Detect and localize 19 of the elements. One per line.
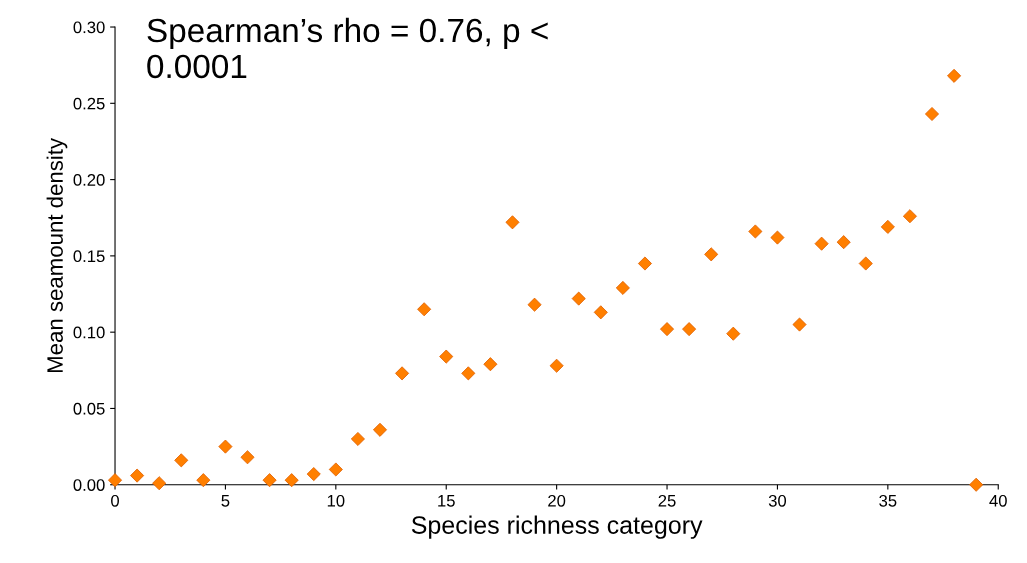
x-tick-label: 25 xyxy=(658,494,676,507)
x-axis-title: Species richness category xyxy=(411,515,703,539)
y-tick-label: 0.30 xyxy=(73,21,105,34)
y-axis-title: Mean seamount density xyxy=(46,137,68,373)
x-tick-label: 10 xyxy=(327,494,345,507)
x-tick-label: 0 xyxy=(111,494,120,507)
annotation: Spearman’s rho = 0.76, p < 0.0001 xyxy=(147,17,548,79)
x-tick-label: 15 xyxy=(438,495,455,507)
y-tick-label: 0.25 xyxy=(73,97,105,110)
y-tick-label: 0.00 xyxy=(73,479,105,491)
y-tick-label: 0.20 xyxy=(73,174,105,186)
y-tick-label: 0.05 xyxy=(73,402,105,415)
x-tick-label: 20 xyxy=(548,494,566,507)
y-tick-label: 0.15 xyxy=(73,250,105,263)
y-tick-label: 0.10 xyxy=(73,326,105,339)
x-tick-label: 30 xyxy=(768,494,787,507)
x-tick-label: 5 xyxy=(221,495,230,507)
x-tick-label: 35 xyxy=(879,494,897,507)
x-tick-label: 40 xyxy=(989,494,1007,507)
